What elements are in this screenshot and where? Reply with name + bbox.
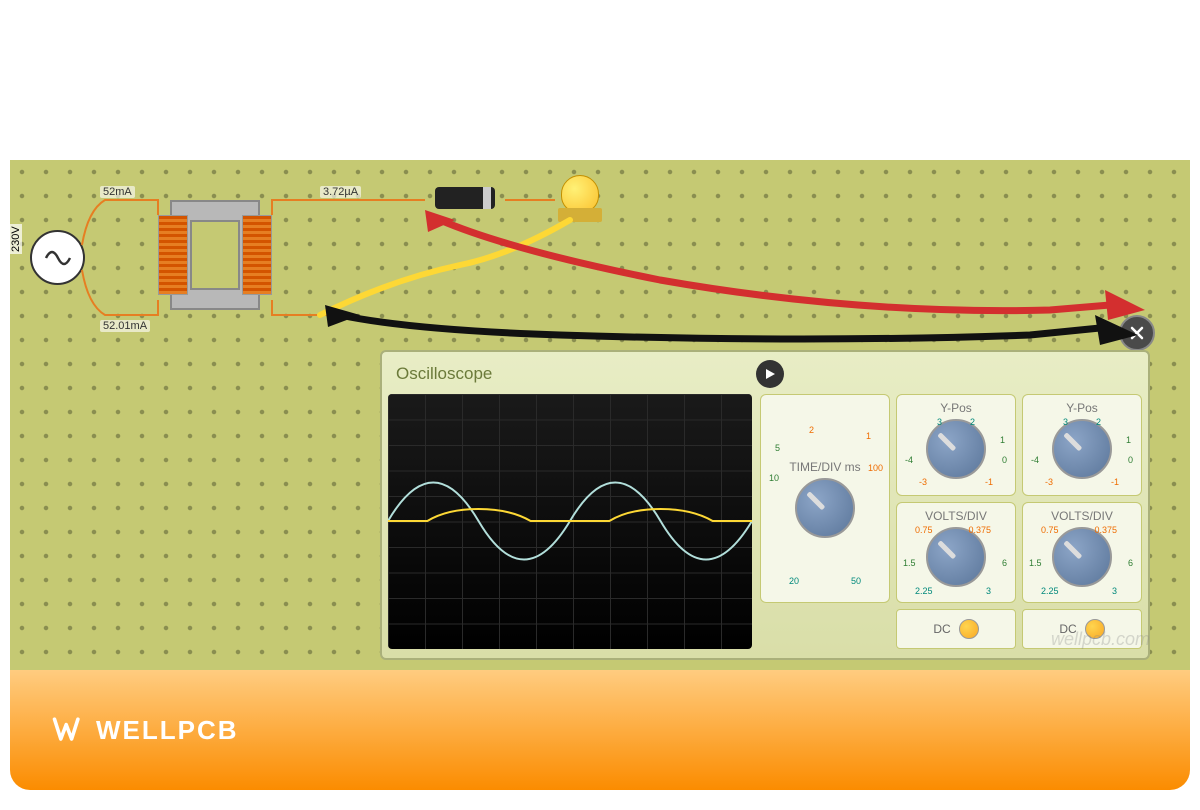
watermark: wellpcb.com xyxy=(1051,629,1150,650)
ypos2-panel: Y-Pos 3 2 1 0 -1 -3 -4 xyxy=(1022,394,1142,496)
ac-voltage-label: 230V xyxy=(10,224,22,254)
oscilloscope-panel: Oscilloscope TIME/DIV ms xyxy=(380,350,1150,660)
oscilloscope-screen xyxy=(388,394,752,649)
header-blank xyxy=(10,10,1190,160)
time-div-panel: TIME/DIV ms 1 2 5 10 20 50 100 xyxy=(760,394,890,603)
ypos1-label: Y-Pos xyxy=(940,401,972,415)
volts1-knob[interactable] xyxy=(926,527,986,587)
diode[interactable] xyxy=(425,185,505,211)
play-button[interactable] xyxy=(756,360,784,388)
ypos1-panel: Y-Pos 3 2 1 0 -1 -3 -4 xyxy=(896,394,1016,496)
brand-name: WELLPCB xyxy=(96,715,239,746)
reading-secondary: 3.72µA xyxy=(320,186,361,198)
brand-logo: WELLPCB xyxy=(50,712,239,748)
reading-primary: 52mA xyxy=(100,186,135,198)
coupling1-button[interactable]: DC xyxy=(896,609,1016,649)
led[interactable] xyxy=(550,170,610,230)
ypos1-knob[interactable] xyxy=(926,419,986,479)
time-div-knob[interactable] xyxy=(795,478,855,538)
app-frame: 230V 52mA 3.72µA 52.01mA xyxy=(10,10,1190,790)
volts1-label: VOLTS/DIV xyxy=(925,509,987,523)
reading-return: 52.01mA xyxy=(100,320,150,332)
volts2-knob[interactable] xyxy=(1052,527,1112,587)
ypos2-label: Y-Pos xyxy=(1066,401,1098,415)
ypos2-knob[interactable] xyxy=(1052,419,1112,479)
logo-icon xyxy=(50,712,86,748)
footer: WELLPCB xyxy=(10,670,1190,790)
breadboard-area[interactable]: 230V 52mA 3.72µA 52.01mA xyxy=(10,160,1190,670)
volts2-label: VOLTS/DIV xyxy=(1051,509,1113,523)
oscilloscope-title: Oscilloscope xyxy=(396,364,492,384)
ac-source[interactable] xyxy=(30,230,85,285)
transformer[interactable] xyxy=(140,190,290,320)
volts1-panel: VOLTS/DIV 0.375 0.75 1.5 2.25 3 6 xyxy=(896,502,1016,604)
volts2-panel: VOLTS/DIV 0.375 0.75 1.5 2.25 3 6 xyxy=(1022,502,1142,604)
time-div-label: TIME/DIV ms xyxy=(789,460,860,474)
close-button[interactable] xyxy=(1119,315,1155,351)
